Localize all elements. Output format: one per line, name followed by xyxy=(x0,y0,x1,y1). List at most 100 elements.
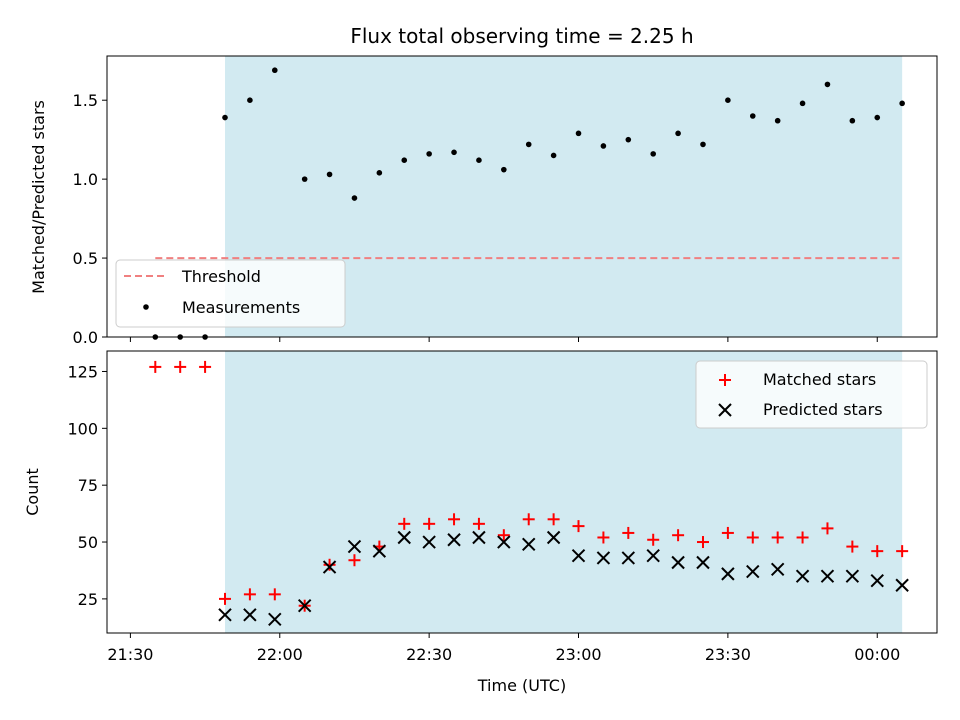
series-predicted-stars xyxy=(218,530,909,627)
data-point-b xyxy=(397,530,411,545)
x-tick-label: 23:00 xyxy=(555,645,601,664)
data-point xyxy=(522,513,535,526)
data-point xyxy=(721,567,735,581)
data-point xyxy=(243,588,256,601)
data-point-b xyxy=(447,533,461,547)
data-point xyxy=(376,170,383,176)
data-point xyxy=(874,114,881,121)
data-point xyxy=(243,608,257,622)
data-point xyxy=(323,558,336,571)
data-point-b xyxy=(472,530,486,545)
data-point-b xyxy=(546,530,561,545)
data-point xyxy=(824,81,831,88)
bottom-legend-box xyxy=(695,360,928,429)
data-point xyxy=(647,533,660,546)
data-point-b xyxy=(347,539,362,554)
predicted-legend-swatch xyxy=(718,403,732,417)
data-point-b xyxy=(721,567,735,581)
data-point xyxy=(675,130,681,137)
data-point xyxy=(546,530,561,545)
data-point-b xyxy=(621,551,636,565)
data-point xyxy=(896,545,909,558)
data-point xyxy=(721,526,734,539)
bottom-panel: 25 50 75 100 125 21:30 22:00 22:30 23:00 23:30 00:… xyxy=(23,350,938,664)
data-point xyxy=(222,114,228,121)
data-point-b xyxy=(422,535,436,549)
data-point-b xyxy=(596,551,611,565)
data-point xyxy=(422,535,436,549)
data-point-b xyxy=(268,612,282,627)
data-point xyxy=(218,608,232,622)
predicted-legend-label: Predicted stars xyxy=(763,400,883,419)
data-point xyxy=(497,535,511,549)
data-point xyxy=(397,530,411,545)
data-point xyxy=(746,531,759,544)
y-tick-label: 25 xyxy=(78,590,98,609)
data-point xyxy=(322,560,337,574)
y-tick-label: 75 xyxy=(78,476,98,495)
data-point-b xyxy=(372,544,387,558)
data-point xyxy=(219,592,232,605)
y-tick-label: 0.5 xyxy=(73,249,98,268)
data-point xyxy=(575,130,582,137)
data-point xyxy=(297,599,312,613)
data-point xyxy=(476,157,482,163)
data-point xyxy=(447,533,461,547)
data-point xyxy=(268,588,281,601)
data-point xyxy=(423,517,436,530)
top-legend-box xyxy=(115,259,346,328)
data-point-b xyxy=(671,555,685,570)
x-tick-label: 23:30 xyxy=(705,645,751,664)
data-point xyxy=(846,540,859,553)
data-point-b xyxy=(322,560,337,574)
data-point xyxy=(472,517,485,530)
data-point xyxy=(796,531,809,544)
data-point xyxy=(671,555,685,570)
data-point xyxy=(547,513,560,526)
data-point xyxy=(522,537,536,552)
data-point-b xyxy=(746,564,760,579)
bottom-y-axis-title: Count xyxy=(23,468,42,516)
data-point xyxy=(622,526,635,539)
data-point xyxy=(550,152,557,159)
data-point xyxy=(849,117,856,124)
x-axis-title: Time (UTC) xyxy=(477,676,566,695)
data-point-b xyxy=(696,555,710,570)
data-point xyxy=(525,141,532,148)
data-point xyxy=(451,149,457,156)
data-point xyxy=(597,531,610,544)
x-tick-label: 21:30 xyxy=(107,645,153,664)
data-point-b xyxy=(845,569,860,583)
axes-frame xyxy=(106,350,938,634)
y-tick-label: 1.5 xyxy=(73,91,98,110)
data-point-b xyxy=(795,569,810,583)
data-point-b xyxy=(646,548,660,563)
data-point xyxy=(771,531,784,544)
data-point xyxy=(821,522,834,535)
data-point xyxy=(795,569,810,583)
x-tick-label: 22:00 xyxy=(257,645,303,664)
data-point xyxy=(749,113,756,119)
data-point xyxy=(268,612,282,627)
data-point-b xyxy=(895,578,909,592)
matched-legend-label: Matched stars xyxy=(763,370,876,389)
data-point xyxy=(149,360,162,373)
data-point xyxy=(870,573,884,588)
data-point-b xyxy=(297,599,312,613)
data-point-b xyxy=(218,608,232,622)
data-point xyxy=(672,529,685,542)
data-point xyxy=(845,569,860,583)
axes-frame xyxy=(106,55,938,338)
data-point xyxy=(871,545,884,558)
data-point-b xyxy=(497,535,511,549)
data-point xyxy=(472,530,486,545)
series-matched-stars xyxy=(149,360,909,612)
data-point xyxy=(199,360,212,373)
y-tick-label: 100 xyxy=(67,419,98,438)
data-point xyxy=(799,100,806,107)
data-point xyxy=(497,529,510,542)
y-tick-label: 0.0 xyxy=(73,328,98,347)
data-point xyxy=(448,513,461,526)
data-point xyxy=(348,554,361,567)
data-point xyxy=(247,97,253,104)
